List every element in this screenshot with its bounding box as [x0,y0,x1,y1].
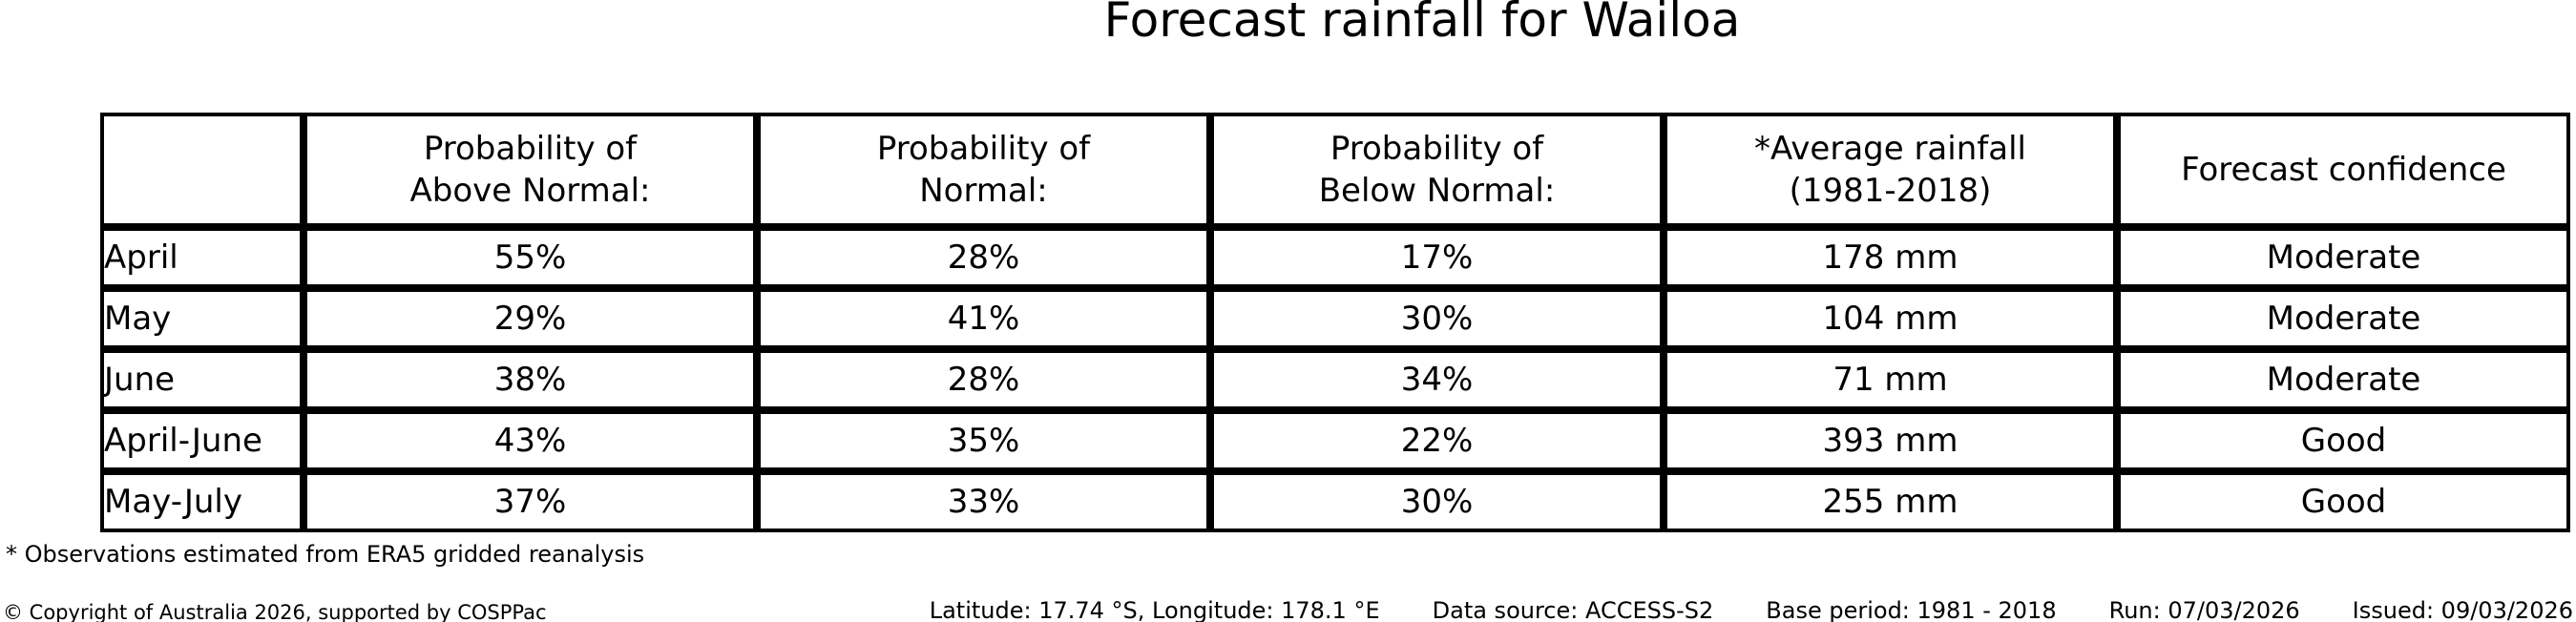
cell-forecast-confidence: Moderate [2117,349,2570,410]
cell-forecast-confidence: Good [2117,410,2570,471]
info-base-period: Base period: 1981 - 2018 [1766,597,2057,622]
cell-normal: 33% [757,471,1210,532]
cell-average-rainfall: 255 mm [1664,471,2117,532]
cell-normal: 28% [757,349,1210,410]
cell-below-normal: 22% [1210,410,1664,471]
table-row-june: June 38% 28% 34% 71 mm Moderate [100,349,2570,410]
col-header-below-normal: Probability of Below Normal: [1210,113,1664,227]
table-row-may-july: May-July 37% 33% 30% 255 mm Good [100,471,2570,532]
cell-below-normal: 30% [1210,288,1664,349]
cell-average-rainfall: 71 mm [1664,349,2117,410]
cell-normal: 41% [757,288,1210,349]
cell-above-normal: 29% [304,288,757,349]
cell-forecast-confidence: Moderate [2117,227,2570,288]
row-label: June [100,349,304,410]
col-header-normal: Probability of Normal: [757,113,1210,227]
cell-average-rainfall: 393 mm [1664,410,2117,471]
cell-above-normal: 37% [304,471,757,532]
info-run-date: Run: 07/03/2026 [2108,597,2300,622]
table-row-may: May 29% 41% 30% 104 mm Moderate [100,288,2570,349]
col-header-forecast-confidence: Forecast confidence [2117,113,2570,227]
footnote: * Observations estimated from ERA5 gridd… [6,541,645,568]
figure-title: Forecast rainfall for Wailoa [1103,0,1741,48]
cell-forecast-confidence: Good [2117,471,2570,532]
info-bar: Latitude: 17.74 °S, Longitude: 178.1 °E … [930,597,2573,622]
info-issued-date: Issued: 09/03/2026 [2352,597,2573,622]
table-header-row: Probability of Above Normal: Probability… [100,113,2570,227]
cell-average-rainfall: 178 mm [1664,227,2117,288]
forecast-table: Probability of Above Normal: Probability… [100,113,2570,532]
table-row-april-june: April-June 43% 35% 22% 393 mm Good [100,410,2570,471]
cell-below-normal: 17% [1210,227,1664,288]
cell-normal: 35% [757,410,1210,471]
copyright-notice: © Copyright of Australia 2026, supported… [3,601,547,622]
cell-above-normal: 43% [304,410,757,471]
col-header-above-normal: Probability of Above Normal: [304,113,757,227]
cell-below-normal: 30% [1210,471,1664,532]
row-label: May-July [100,471,304,532]
cell-average-rainfall: 104 mm [1664,288,2117,349]
row-label: April-June [100,410,304,471]
cell-forecast-confidence: Moderate [2117,288,2570,349]
row-label: May [100,288,304,349]
info-location: Latitude: 17.74 °S, Longitude: 178.1 °E [929,597,1380,622]
cell-above-normal: 38% [304,349,757,410]
cell-above-normal: 55% [304,227,757,288]
row-label: April [100,227,304,288]
corner-cell [100,113,304,227]
col-header-average-rainfall: *Average rainfall (1981-2018) [1664,113,2117,227]
cell-below-normal: 34% [1210,349,1664,410]
table-row-april: April 55% 28% 17% 178 mm Moderate [100,227,2570,288]
info-data-source: Data source: ACCESS-S2 [1432,597,1714,622]
cell-normal: 28% [757,227,1210,288]
